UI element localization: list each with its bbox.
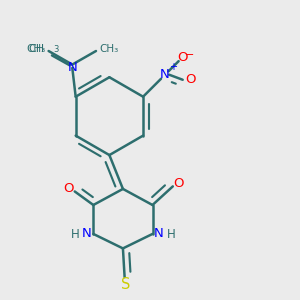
Text: CH₃: CH₃ (99, 44, 119, 54)
Text: N: N (160, 68, 170, 81)
Text: O: O (185, 73, 196, 86)
Text: N: N (82, 227, 92, 240)
Text: +: + (169, 62, 176, 72)
Text: O: O (63, 182, 74, 195)
Text: −: − (185, 50, 194, 60)
Text: N: N (68, 61, 77, 74)
Text: H: H (167, 228, 176, 241)
Text: S: S (121, 277, 130, 292)
Text: O: O (174, 177, 184, 190)
Text: H: H (70, 228, 79, 241)
Text: CH: CH (28, 44, 44, 54)
Text: 3: 3 (53, 45, 58, 54)
Text: O: O (177, 51, 187, 64)
Text: N: N (154, 227, 164, 240)
Text: CH₃: CH₃ (26, 44, 45, 54)
